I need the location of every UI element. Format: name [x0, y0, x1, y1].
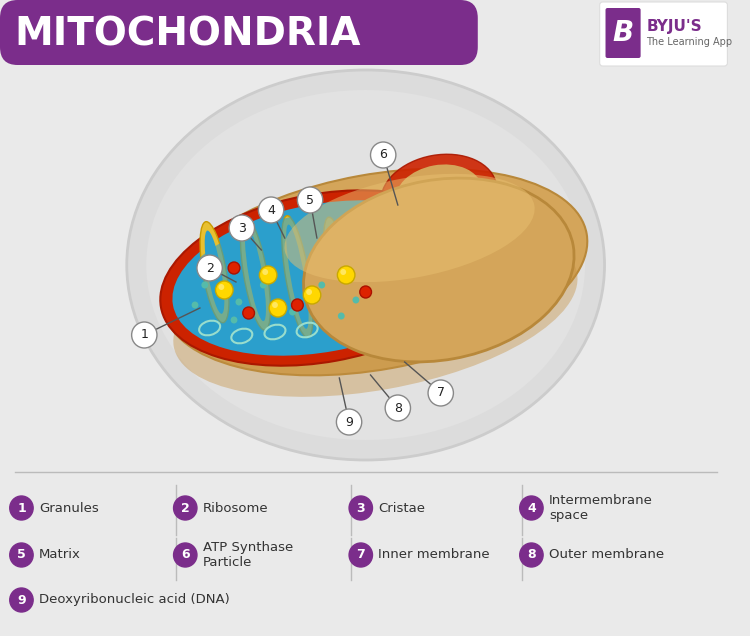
Circle shape — [340, 269, 346, 275]
Circle shape — [370, 142, 396, 168]
Text: 7: 7 — [356, 548, 365, 562]
Circle shape — [292, 299, 303, 311]
Text: B: B — [613, 19, 634, 47]
Text: 2: 2 — [206, 261, 214, 275]
Circle shape — [360, 286, 371, 298]
Ellipse shape — [304, 178, 574, 362]
Circle shape — [303, 286, 321, 304]
Text: 2: 2 — [181, 502, 190, 515]
Circle shape — [230, 317, 238, 324]
Circle shape — [349, 496, 373, 520]
Ellipse shape — [160, 190, 483, 366]
Text: 6: 6 — [380, 148, 387, 162]
Circle shape — [428, 380, 454, 406]
Circle shape — [173, 496, 197, 520]
Text: 9: 9 — [17, 593, 26, 607]
Circle shape — [259, 197, 284, 223]
Circle shape — [520, 496, 543, 520]
Circle shape — [338, 312, 345, 319]
Circle shape — [318, 282, 326, 289]
Ellipse shape — [284, 174, 535, 282]
Text: The Learning App: The Learning App — [646, 37, 733, 47]
Ellipse shape — [127, 70, 604, 460]
Text: 4: 4 — [527, 502, 536, 515]
Circle shape — [243, 307, 254, 319]
Circle shape — [352, 296, 359, 303]
Ellipse shape — [241, 219, 271, 330]
Circle shape — [349, 543, 373, 567]
Circle shape — [338, 266, 355, 284]
Circle shape — [230, 215, 254, 241]
Text: Intermembrane
space: Intermembrane space — [549, 494, 652, 523]
Text: 5: 5 — [306, 193, 314, 207]
Ellipse shape — [245, 228, 266, 321]
Text: 3: 3 — [356, 502, 365, 515]
Text: 5: 5 — [17, 548, 26, 562]
Ellipse shape — [286, 225, 308, 329]
Circle shape — [215, 281, 233, 299]
Ellipse shape — [324, 217, 355, 341]
Text: 3: 3 — [238, 221, 246, 235]
Text: Matrix: Matrix — [39, 548, 81, 562]
Ellipse shape — [328, 226, 351, 332]
Text: Outer membrane: Outer membrane — [549, 548, 664, 562]
Ellipse shape — [164, 169, 587, 375]
Circle shape — [197, 255, 222, 281]
Circle shape — [272, 302, 278, 308]
Circle shape — [386, 395, 410, 421]
Text: 8: 8 — [394, 401, 402, 415]
Ellipse shape — [172, 200, 471, 356]
Circle shape — [10, 496, 33, 520]
Circle shape — [236, 298, 242, 305]
Text: MITOCHONDRIA: MITOCHONDRIA — [15, 15, 362, 53]
Ellipse shape — [200, 222, 229, 322]
Text: Deoxyribonucleic acid (DNA): Deoxyribonucleic acid (DNA) — [39, 593, 230, 607]
Circle shape — [228, 262, 240, 274]
Circle shape — [201, 282, 208, 289]
FancyBboxPatch shape — [0, 0, 478, 65]
Ellipse shape — [372, 234, 393, 329]
Circle shape — [262, 269, 268, 275]
Ellipse shape — [205, 231, 224, 314]
Circle shape — [191, 301, 199, 308]
Circle shape — [132, 322, 157, 348]
FancyBboxPatch shape — [605, 8, 640, 58]
Circle shape — [173, 543, 197, 567]
Circle shape — [218, 284, 224, 290]
Ellipse shape — [146, 90, 585, 440]
Circle shape — [306, 289, 312, 295]
Text: ATP Synthase
Particle: ATP Synthase Particle — [202, 541, 293, 569]
Ellipse shape — [282, 216, 313, 338]
Text: Inner membrane: Inner membrane — [378, 548, 490, 562]
Text: 8: 8 — [527, 548, 536, 562]
Text: BYJU'S: BYJU'S — [646, 18, 702, 34]
Circle shape — [10, 543, 33, 567]
Circle shape — [10, 588, 33, 612]
Text: 9: 9 — [345, 415, 353, 429]
Ellipse shape — [177, 212, 437, 348]
FancyBboxPatch shape — [600, 2, 728, 66]
Text: 1: 1 — [17, 502, 26, 515]
Text: 6: 6 — [181, 548, 190, 562]
Circle shape — [269, 299, 286, 317]
Circle shape — [260, 282, 267, 289]
Ellipse shape — [368, 225, 398, 338]
Text: Cristae: Cristae — [378, 502, 425, 515]
Ellipse shape — [173, 223, 578, 397]
Text: Ribosome: Ribosome — [202, 502, 268, 515]
Text: Granules: Granules — [39, 502, 99, 515]
Circle shape — [289, 308, 296, 315]
Circle shape — [260, 266, 277, 284]
Circle shape — [337, 409, 362, 435]
Text: 1: 1 — [140, 329, 148, 342]
Circle shape — [298, 187, 322, 213]
Text: 4: 4 — [267, 204, 275, 216]
Circle shape — [520, 543, 543, 567]
Text: 7: 7 — [436, 387, 445, 399]
Ellipse shape — [381, 155, 496, 236]
Ellipse shape — [395, 165, 482, 226]
